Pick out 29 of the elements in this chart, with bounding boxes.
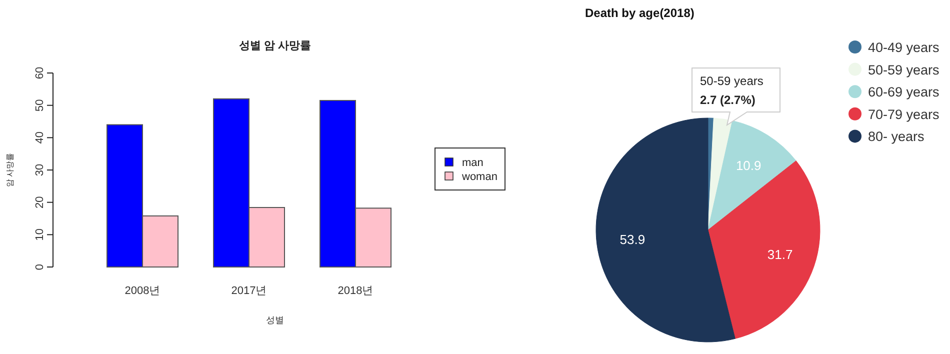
y-tick-label: 0 (34, 264, 46, 270)
y-axis-title: 암 사망률 (6, 152, 14, 188)
x-tick-label: 2008년 (124, 285, 160, 297)
legend-label: 50-59 years (868, 62, 940, 78)
x-tick-label: 2018년 (338, 285, 374, 297)
y-tick-label: 20 (34, 196, 46, 208)
x-tick-label: 2017년 (231, 285, 267, 297)
legend-label: woman (461, 171, 498, 183)
chart-title: Death by age(2018) (585, 6, 694, 20)
text: 50-59 years (700, 74, 764, 88)
y-tick-label: 40 (34, 132, 46, 144)
legend-label: 60-69 years (868, 84, 940, 100)
x-axis-title: 성별 (266, 315, 284, 325)
legend-label: 70-79 years (868, 106, 940, 122)
y-tick-label: 30 (34, 164, 46, 176)
text: 2.7 (2.7%) (700, 93, 756, 107)
legend-label: 40-49 years (868, 40, 940, 55)
y-tick-label: 10 (34, 228, 46, 241)
legend-label: 80- years (868, 129, 925, 144)
chart-title: 성별 암 사망률 (238, 40, 312, 52)
y-tick-label: 60 (34, 66, 46, 80)
pie-slice (708, 120, 796, 230)
data-label: 31.7 (767, 247, 793, 262)
pie-slice (708, 160, 820, 339)
data-label: 53.9 (620, 232, 646, 247)
pie-slice (596, 118, 736, 342)
legend-label: man (462, 157, 484, 169)
y-tick-label: 50 (34, 99, 46, 112)
data-label: 10.9 (736, 158, 762, 174)
